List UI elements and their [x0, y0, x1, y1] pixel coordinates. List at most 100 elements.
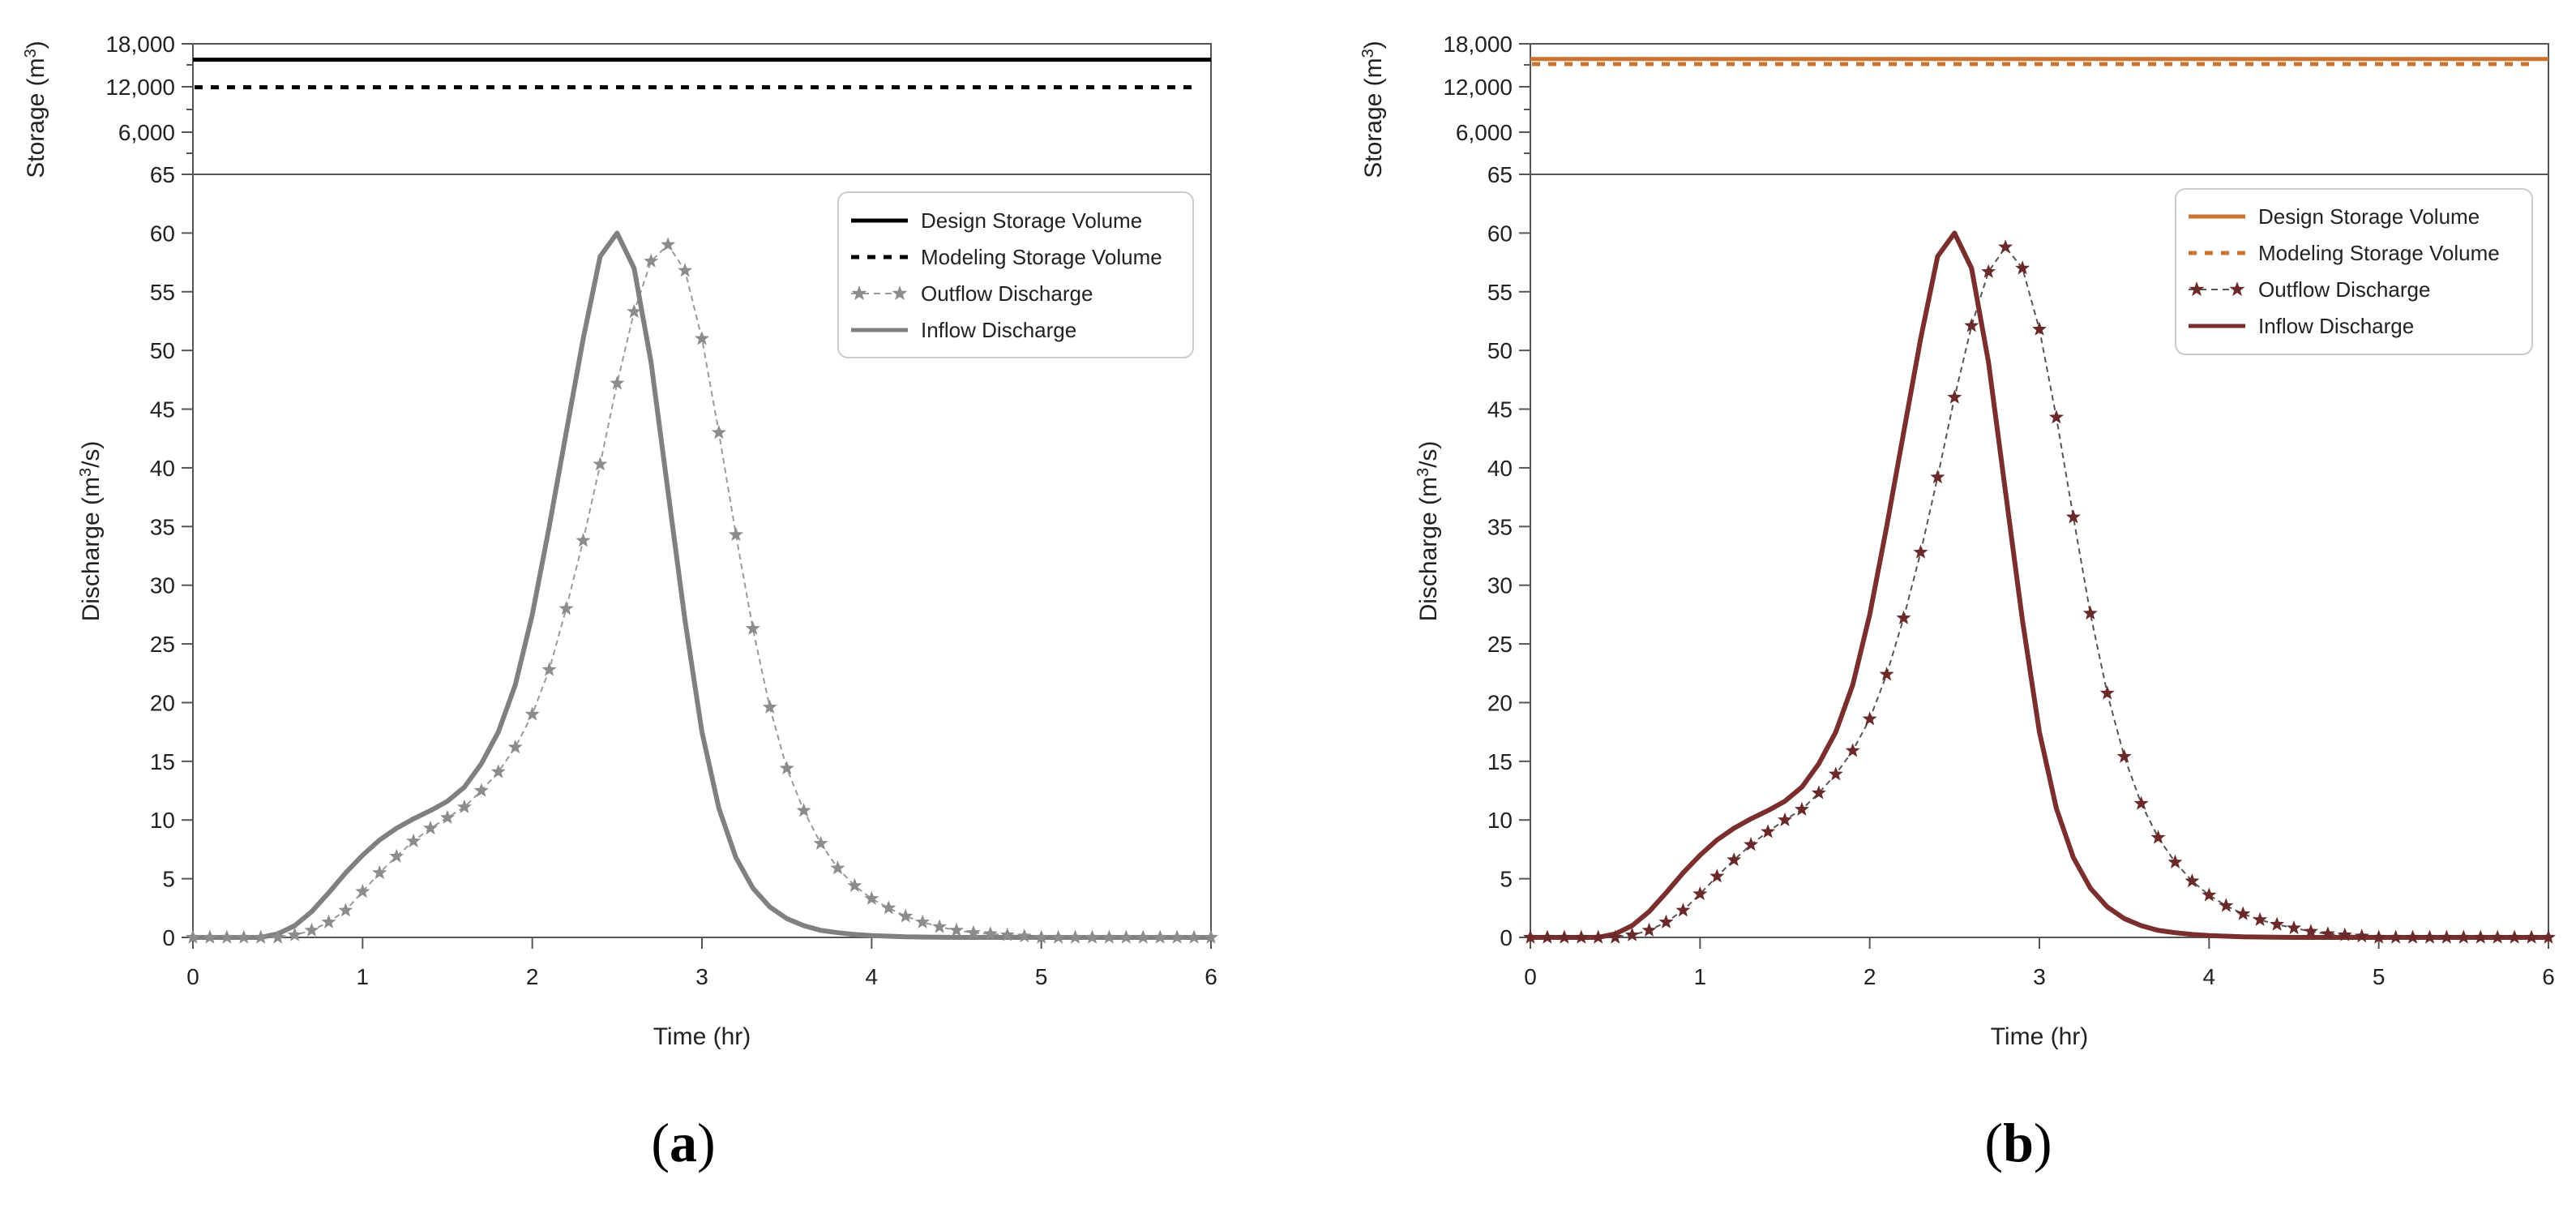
outflow-discharge-point: [1727, 852, 1742, 867]
outflow-discharge-point: [1204, 929, 1218, 944]
chart-b-legend-design-label: Design Storage Volume: [2258, 204, 2480, 229]
outflow-discharge-point: [745, 620, 760, 635]
outflow-discharge-point: [2099, 685, 2115, 700]
x-tick-label: 0: [186, 964, 199, 989]
storage-tick-label: 18,000: [1443, 32, 1513, 57]
outflow-discharge-point: [1692, 886, 1708, 901]
chart-b-legend-inflow-label: Inflow Discharge: [2258, 314, 2414, 338]
outflow-discharge-point: [202, 929, 217, 944]
outflow-discharge-point: [2507, 929, 2523, 944]
x-tick-label: 5: [1035, 964, 1048, 989]
outflow-discharge-point: [1119, 929, 1134, 944]
chart-b-storage-lines: [1530, 57, 2548, 66]
outflow-discharge-point: [881, 900, 896, 915]
outflow-discharge-point: [1811, 785, 1826, 800]
chart-b-panel-label: (b): [1984, 1112, 2052, 1173]
outflow-discharge-point: [1998, 239, 2013, 254]
outflow-discharge-point: [2253, 911, 2268, 926]
outflow-discharge-point: [2133, 795, 2149, 810]
outflow-discharge-point: [2065, 509, 2081, 524]
outflow-discharge-point: [1187, 929, 1202, 944]
outflow-discharge-point: [2490, 929, 2505, 944]
outflow-discharge-point: [1641, 922, 1657, 937]
outflow-discharge-point: [1102, 929, 1117, 944]
chart-a-x-ticks: 0 1 2 3 4 5 6: [186, 937, 1217, 989]
chart-a-storage-lines: [193, 58, 1211, 90]
outflow-discharge-point: [1085, 929, 1100, 944]
storage-tick-label: 18,000: [105, 32, 175, 57]
discharge-tick-label: 35: [150, 514, 175, 539]
outflow-discharge-point: [219, 929, 234, 944]
outflow-discharge-point: [576, 533, 591, 547]
discharge-tick-label: 15: [1487, 749, 1513, 774]
outflow-discharge-point: [982, 926, 998, 941]
chart-a-legend-box: [837, 191, 1194, 358]
outflow-discharge-point: [490, 764, 506, 778]
outflow-discharge-point: [2015, 260, 2030, 275]
outflow-discharge-point: [2541, 929, 2556, 944]
discharge-tick-label: 0: [1500, 925, 1513, 950]
outflow-discharge-point: [1778, 812, 1792, 826]
outflow-discharge-point: [1675, 903, 1691, 917]
outflow-discharge-point: [186, 929, 200, 944]
chart-a-storage-ylabel: Storage (m3): [22, 41, 49, 178]
chart-b-x-ticks: 0 1 2 3 4 5 6: [1524, 937, 2555, 989]
storage-tick-label: 65: [150, 162, 175, 187]
outflow-discharge-point: [1930, 470, 1945, 484]
x-tick-label: 2: [526, 964, 539, 989]
chart-a-legend-design-label: Design Storage Volume: [921, 208, 1142, 233]
inflow-discharge-line: [190, 230, 1213, 940]
chart-a-legend-modeling-label: Modeling Storage Volume: [921, 245, 1162, 269]
storage-tick-label: 12,000: [105, 75, 175, 100]
outflow-discharge-point: [898, 908, 914, 923]
outflow-discharge-point: [372, 864, 387, 880]
chart-b-frames: [1530, 43, 2549, 938]
outflow-discharge-point: [830, 860, 845, 875]
outflow-discharge-point: [847, 877, 862, 892]
chart-b-xlabel: Time (hr): [1991, 1023, 2089, 1050]
chart-b-discharge-ticks: 0 5 10 15 20 25 30 35 40 45 50 55 60: [1487, 174, 1530, 950]
x-tick-label: 6: [1205, 964, 1217, 989]
outflow-discharge-point: [1761, 824, 1776, 838]
outflow-discharge-point: [695, 331, 709, 345]
discharge-tick-label: 45: [150, 397, 175, 422]
x-tick-label: 6: [2542, 964, 2555, 989]
outflow-discharge-point: [1981, 264, 1996, 278]
outflow-discharge-point: [779, 761, 794, 775]
chart-b-legend-box: [2175, 188, 2533, 355]
outflow-discharge-point: [2048, 410, 2064, 424]
outflow-discharge-point: [2320, 926, 2335, 941]
outflow-discharge-point: [1862, 711, 1877, 726]
chart-a-discharge-ticks: 0 5 10 15 20 25 30 35 40 45 50 55 60: [150, 174, 193, 950]
outflow-discharge-point: [796, 803, 811, 817]
x-tick-label: 4: [866, 964, 879, 989]
outflow-discharge-point: [1607, 929, 1623, 944]
outflow-discharge-point: [2371, 929, 2386, 944]
outflow-discharge-point: [2082, 605, 2098, 620]
outflow-discharge-point: [1709, 868, 1725, 883]
outflow-discharge-point: [2270, 916, 2285, 931]
chart-a-legend: Design Storage Volume Modeling Storage V…: [837, 191, 1194, 358]
discharge-tick-label: 20: [150, 690, 175, 715]
discharge-tick-label: 60: [150, 221, 175, 246]
outflow-discharge-point: [2167, 854, 2183, 868]
outflow-discharge-point: [711, 425, 726, 440]
discharge-tick-label: 45: [1487, 397, 1513, 422]
outflow-discharge-point: [507, 740, 523, 754]
x-tick-label: 2: [1864, 964, 1876, 989]
chart-a-storage-ticks: 18,000 12,000 6,000 65: [105, 32, 193, 187]
chart-a-storage-frame: [192, 43, 1212, 175]
outflow-discharge-point: [1624, 927, 1640, 941]
outflow-discharge-point: [389, 848, 404, 863]
chart-b-legend-outflow-label: Outflow Discharge: [2258, 277, 2430, 302]
outflow-discharge-point: [1879, 667, 1894, 681]
outflow-discharge-point: [2184, 873, 2200, 888]
x-tick-label: 4: [2203, 964, 2216, 989]
outflow-discharge-point: [1033, 929, 1049, 944]
outflow-discharge-point: [1539, 929, 1555, 944]
outflow-discharge-point: [2524, 929, 2540, 944]
outflow-discharge-point: [1590, 929, 1606, 944]
discharge-tick-label: 0: [162, 925, 175, 950]
storage-tick-label: 12,000: [1443, 75, 1513, 100]
x-tick-label: 0: [1524, 964, 1537, 989]
